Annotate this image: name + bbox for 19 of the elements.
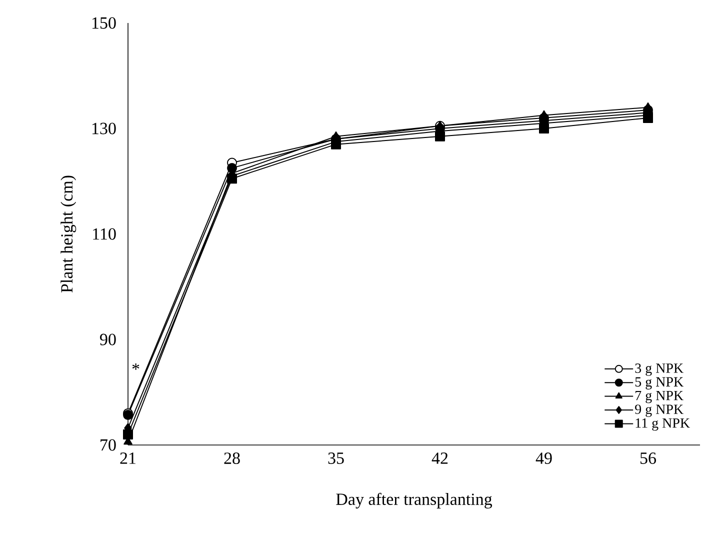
- x-tick-label: 49: [536, 452, 552, 464]
- y-tick-label: 150: [92, 17, 116, 29]
- annotation: *: [132, 363, 140, 370]
- y-axis-title: Plant height (cm): [60, 176, 76, 293]
- legend-label: 5 g NPK: [635, 377, 684, 390]
- legend-label: 3 g NPK: [635, 364, 684, 376]
- legend-label: 9 g NPK: [635, 404, 684, 417]
- y-tick-label: 90: [100, 334, 116, 346]
- y-tick-label: 130: [92, 122, 116, 134]
- x-tick-label: 28: [224, 452, 240, 464]
- y-tick-label: 110: [93, 228, 116, 240]
- x-axis-title: Day after transplanting: [336, 492, 492, 508]
- y-tick-label: 70: [100, 439, 116, 451]
- legend-label: 7 g NPK: [636, 390, 684, 404]
- legend-label: 11 g NPK: [636, 418, 690, 431]
- x-tick-label: 21: [120, 452, 136, 464]
- x-tick-label: 56: [640, 452, 656, 464]
- x-tick-label: 42: [432, 452, 448, 464]
- x-tick-label: 35: [328, 452, 344, 464]
